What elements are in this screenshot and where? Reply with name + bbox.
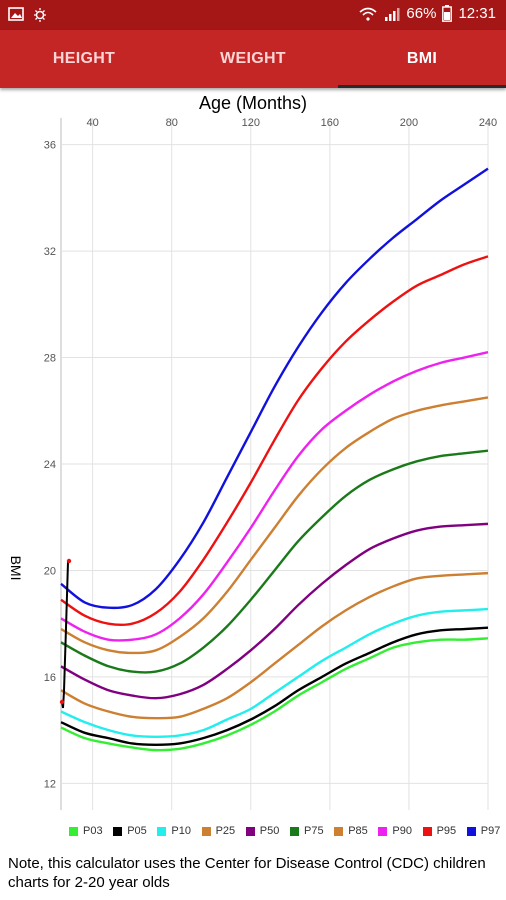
series-line-p25 <box>60 571 489 720</box>
y-tick-label: 12 <box>44 778 56 790</box>
series-line-p10 <box>60 607 489 739</box>
legend-swatch <box>245 826 255 836</box>
series-line-p85 <box>60 396 489 655</box>
series-line-p90 <box>60 351 489 642</box>
legend-item-p90: P90 <box>378 825 412 837</box>
legend-label: P50 <box>259 825 280 837</box>
x-axis-ticks: 40 80 120 160 200 240 <box>87 117 498 129</box>
legend-item-p50: P50 <box>245 825 280 837</box>
legend-label: P05 <box>127 825 147 837</box>
legend-swatch <box>290 826 299 836</box>
battery-percent: 66% <box>406 5 437 22</box>
series-line-p75 <box>60 449 489 674</box>
brightness-icon <box>34 8 46 22</box>
legend-label: P97 <box>480 825 501 837</box>
legend-label: P90 <box>392 825 412 837</box>
series-line-p50 <box>60 522 489 700</box>
x-axis-title: Age (Months) <box>199 93 307 113</box>
x-tick-label: 40 <box>87 117 99 129</box>
tab-height[interactable]: HEIGHT <box>52 50 116 67</box>
status-left <box>8 6 50 22</box>
legend-swatch <box>201 826 211 836</box>
wifi-icon <box>359 7 377 21</box>
legend-label: P10 <box>171 825 191 837</box>
legend-item-p85: P85 <box>334 825 368 837</box>
y-axis-title: BMI <box>8 556 24 581</box>
legend-label: P95 <box>436 825 457 837</box>
legend-item-p25: P25 <box>201 825 236 837</box>
legend-item-p95: P95 <box>422 825 457 837</box>
battery-icon <box>442 5 453 22</box>
legend-item-p05: P05 <box>113 825 147 837</box>
cdc-note: Note, this calculator uses the Center fo… <box>8 855 486 891</box>
legend-swatch <box>157 826 167 836</box>
legend-label: P03 <box>83 825 103 837</box>
legend-item-p97: P97 <box>466 825 501 837</box>
x-tick-label: 80 <box>166 117 178 129</box>
legend-swatch <box>378 826 388 836</box>
legend-item-p10: P10 <box>157 825 191 837</box>
legend-item-p75: P75 <box>290 825 324 837</box>
clock: 12:31 <box>458 5 496 22</box>
signal-icon <box>385 7 400 21</box>
x-tick-label: 240 <box>479 117 497 129</box>
x-tick-label: 160 <box>321 117 339 129</box>
y-tick-label: 20 <box>44 565 56 577</box>
y-tick-label: 36 <box>44 140 56 152</box>
legend-swatch <box>334 826 344 836</box>
legend-swatch <box>113 826 123 836</box>
series-line-p97 <box>60 167 489 610</box>
legend-swatch <box>422 826 432 836</box>
legend-item-p03: P03 <box>69 825 103 837</box>
series-line-p05 <box>60 626 489 746</box>
tab-bmi[interactable]: BMI <box>406 50 438 67</box>
y-axis-ticks: 12 16 20 24 28 32 36 <box>44 140 56 791</box>
chart-legend: P03 P05 P10 P25 P50 P75 P85 P90 P95 P97 <box>0 825 506 841</box>
y-tick-label: 32 <box>44 246 56 258</box>
y-tick-label: 16 <box>44 672 56 684</box>
y-tick-label: 24 <box>44 459 56 471</box>
status-bar: 66% 12:31 <box>0 0 506 30</box>
series-line-p95 <box>60 255 489 627</box>
status-right: 66% 12:31 <box>358 5 496 22</box>
legend-label: P75 <box>304 825 324 837</box>
y-tick-label: 28 <box>44 353 56 365</box>
legend-label: P85 <box>348 825 368 837</box>
chart-series <box>60 167 489 752</box>
tab-bar: HEIGHT WEIGHT BMI <box>0 30 506 88</box>
x-tick-label: 200 <box>400 117 418 129</box>
tab-weight[interactable]: WEIGHT <box>220 50 286 67</box>
legend-swatch <box>69 826 78 836</box>
bmi-chart: Age (Months) 40 80 120 160 200 240 12 16 20 24 28… <box>8 93 498 810</box>
series-line-p03 <box>60 637 489 752</box>
legend-swatch <box>466 826 476 836</box>
legend-label: P25 <box>215 825 236 837</box>
x-tick-label: 120 <box>242 117 260 129</box>
active-tab-indicator <box>338 85 506 88</box>
user-bmi-marker <box>59 558 72 709</box>
gallery-icon <box>8 7 24 21</box>
